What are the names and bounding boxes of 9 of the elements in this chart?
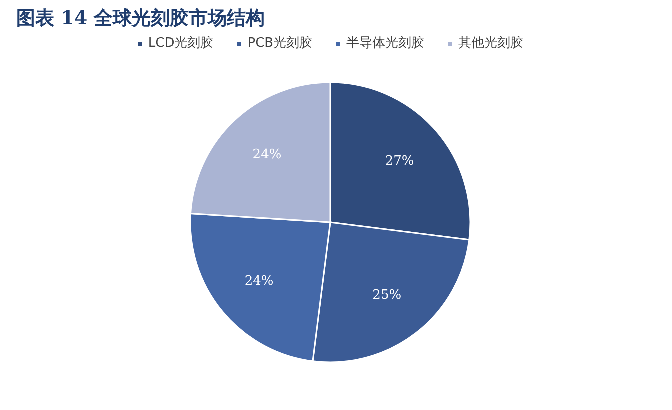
chart-title: 图表 14 全球光刻胶市场结构 (16, 8, 266, 30)
legend-label: 其他光刻胶 (458, 35, 524, 52)
data-label: 24% (244, 274, 274, 289)
legend-label: 半导体光刻胶 (346, 35, 425, 52)
data-label: 24% (252, 148, 282, 163)
data-label: 27% (385, 154, 414, 169)
data-label: 25% (372, 288, 402, 304)
legend-label: PCB光刻胶 (248, 35, 313, 52)
legend-label: LCD光刻胶 (148, 35, 214, 52)
